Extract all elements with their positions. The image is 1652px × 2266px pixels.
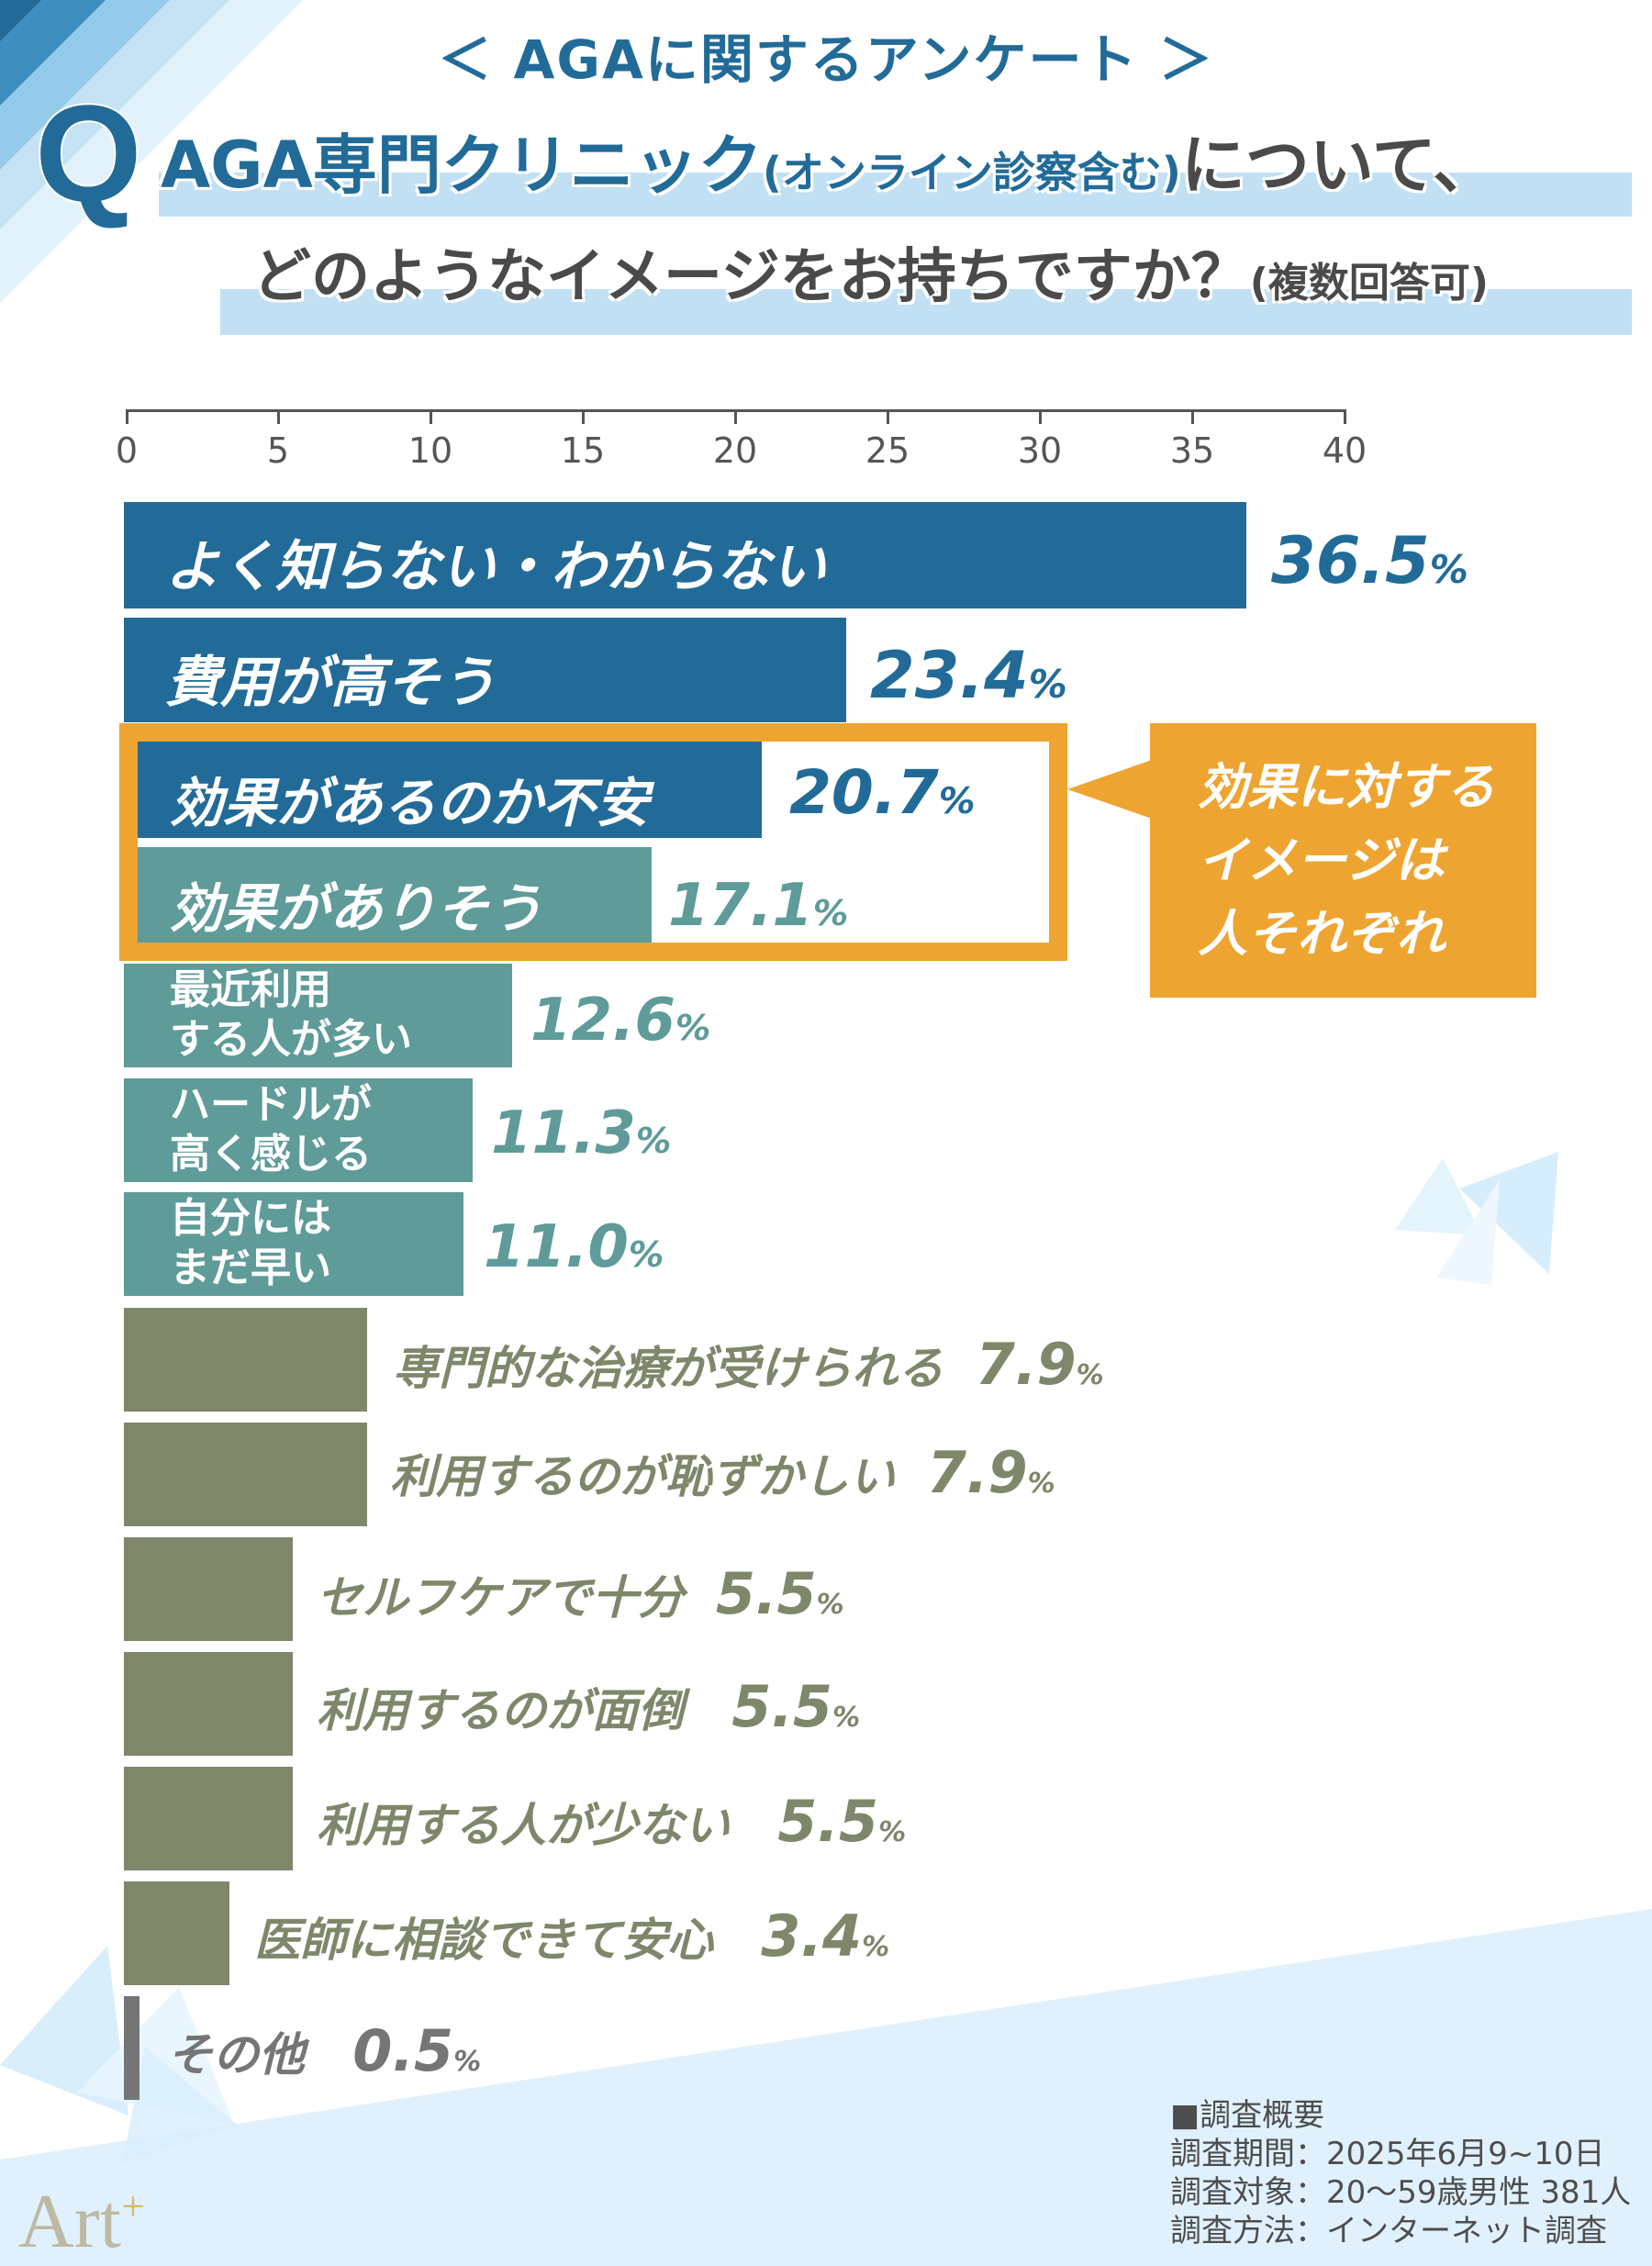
survey-summary: ■調査概要 調査期間：2025年6月9~10日 調査対象：20～59歳男性 38… — [1170, 2096, 1631, 2250]
bar-label-outside: その他 0.5% — [167, 2017, 482, 2084]
tick — [1039, 409, 1042, 424]
bar-value: 20.7% — [789, 757, 976, 828]
bar-embarrassing — [124, 1423, 367, 1526]
bar-specialist-treatment — [124, 1308, 367, 1412]
tick-label: 40 — [1322, 430, 1367, 471]
tick-label: 25 — [865, 430, 910, 471]
bar-expensive: 費用が高そう — [124, 618, 846, 722]
question-main: AGA専門クリニック — [161, 128, 763, 203]
summary-method: 調査方法：インターネット調査 — [1170, 2213, 1607, 2249]
bar-few-users — [124, 1767, 293, 1870]
bar-label: 自分には まだ早い — [170, 1195, 331, 1291]
bar-effect-anxiety: 効果があるのか不安 — [138, 742, 762, 838]
bar-label-outside: 専門的な治療が受けられる 7.9% — [393, 1331, 1104, 1398]
bar-label-outside: 利用する人が少ない 5.5% — [317, 1788, 907, 1855]
bar-value: 36.5% — [1271, 523, 1468, 598]
q-icon: Q — [33, 76, 144, 230]
bar-value: 11.3% — [491, 1100, 672, 1167]
question-main-2: どのようなイメージをお持ちですか？ — [252, 243, 1250, 311]
bar-other — [124, 1996, 140, 2100]
tick — [1191, 409, 1194, 424]
tick-label: 30 — [1017, 430, 1063, 471]
question-highlight-2 — [220, 289, 1632, 335]
tick — [582, 409, 585, 424]
bar-selfcare-enough — [124, 1537, 293, 1641]
bar-effective: 効果がありそう — [138, 847, 652, 943]
bar-high-hurdle: ハードルが 高く感じる — [124, 1078, 473, 1182]
bar-value: 12.6% — [530, 987, 711, 1055]
tick — [887, 409, 889, 424]
tick — [1344, 409, 1346, 424]
tick — [430, 409, 432, 424]
bar-label: 効果がありそう — [170, 877, 543, 940]
bar-many-users: 最近利用 する人が多い — [124, 964, 512, 1067]
bar-label-outside: 医師に相談できて安心 3.4% — [254, 1903, 890, 1970]
summary-target: 調査対象：20～59歳男性 381人 — [1170, 2174, 1632, 2211]
bar-label: 最近利用 する人が多い — [170, 966, 412, 1063]
tick-label: 15 — [560, 430, 606, 471]
question-line-1: AGA専門クリニック(オンライン診察含む)について、 — [161, 124, 1497, 214]
tick — [126, 409, 128, 424]
bar-label: ハードルが 高く感じる — [170, 1081, 372, 1178]
summary-period: 調査期間：2025年6月9~10日 — [1170, 2136, 1605, 2172]
bar-troublesome — [124, 1652, 293, 1756]
survey-title: ＜ AGAに関するアンケート ＞ — [438, 28, 1214, 91]
bar-label: よく知らない・わからない — [165, 535, 826, 599]
question-highlight-1 — [159, 173, 1632, 217]
highlight-frame — [119, 723, 1067, 961]
tick — [277, 409, 280, 424]
tick-label: 0 — [115, 430, 139, 471]
bar-value: 23.4% — [870, 638, 1067, 713]
bar-label-outside: セルフケアで十分 5.5% — [317, 1560, 844, 1627]
question-tail: について、 — [1180, 128, 1498, 203]
bar-label-outside: 利用するのが恥ずかしい 7.9% — [390, 1439, 1055, 1506]
bar-label-outside: 利用するのが面倒 5.5% — [317, 1673, 861, 1740]
bar-doctor-consult — [124, 1881, 229, 1985]
tick-label: 5 — [266, 430, 290, 471]
x-axis: 0 5 10 15 20 25 30 35 40 — [116, 409, 1367, 471]
summary-heading: ■調査概要 — [1170, 2097, 1325, 2134]
brand-logo: Art+ — [18, 2179, 145, 2264]
bar-value: 11.0% — [484, 1213, 664, 1281]
bar-too-early: 自分には まだ早い — [124, 1192, 463, 1296]
tick-label: 20 — [712, 430, 758, 471]
bar-value: 17.1% — [668, 872, 849, 940]
tick-label: 35 — [1169, 430, 1215, 471]
bar-label: 効果があるのか不安 — [170, 772, 650, 834]
bar-unknown: よく知らない・わからない — [124, 502, 1246, 608]
question-line-2: どのようなイメージをお持ちですか？(複数回答可) — [252, 240, 1489, 320]
callout-text: 効果に対する イメージは 人それぞれ — [1198, 758, 1495, 963]
tick — [734, 409, 737, 424]
bar-label: 費用が高そう — [165, 651, 496, 715]
tick-label: 10 — [407, 430, 453, 471]
question-paren-2: (複数回答可) — [1249, 260, 1489, 307]
question-paren: (オンライン診察含む) — [762, 148, 1181, 197]
callout-box — [1150, 723, 1536, 998]
callout-pointer — [1067, 760, 1152, 819]
